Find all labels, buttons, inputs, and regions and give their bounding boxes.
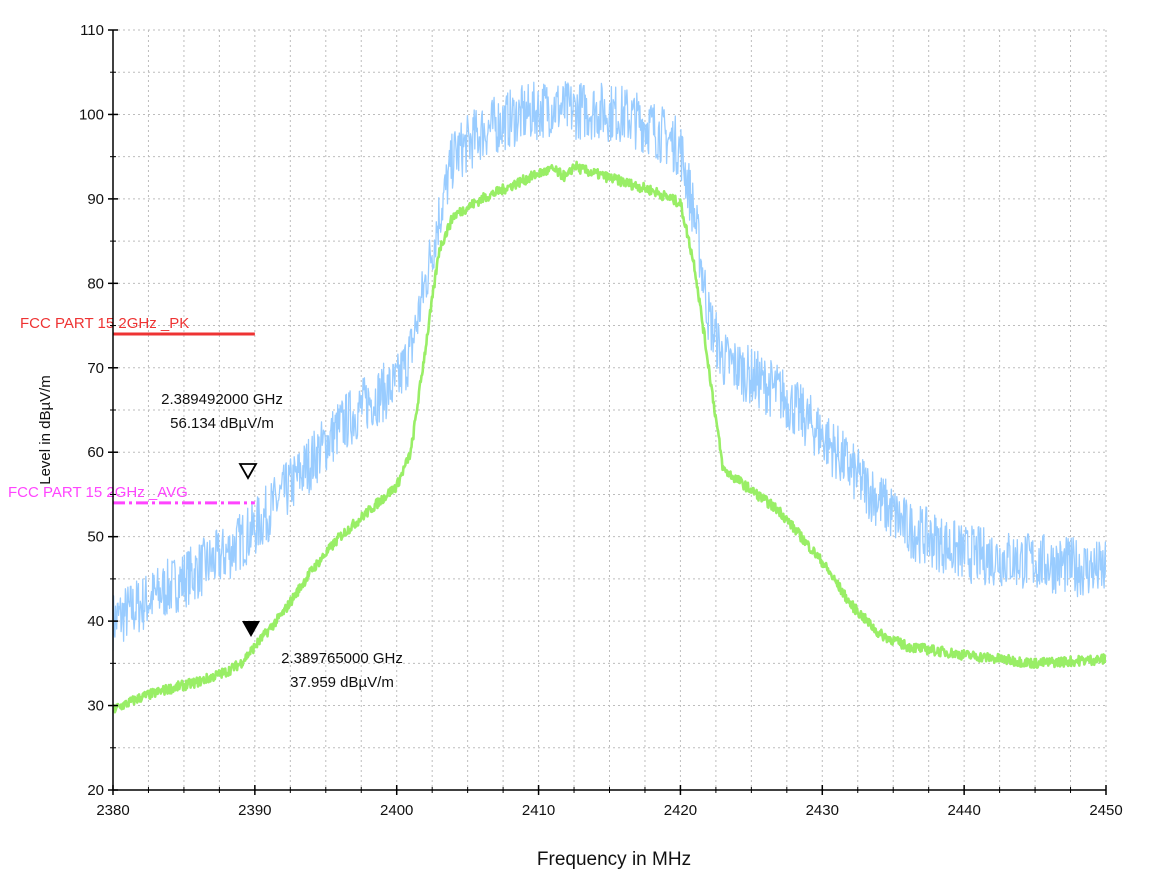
markers: 2.389492000 GHz 56.134 dBµV/m 2.389765000 … <box>161 391 403 691</box>
marker-open-triangle-icon <box>238 463 258 480</box>
data-series <box>113 81 1106 714</box>
x-tick-label: 2400 <box>380 802 413 819</box>
y-tick-label: 110 <box>80 22 104 39</box>
marker-2-frequency: 2.389765000 GHz <box>281 650 403 667</box>
x-axis-label: Frequency in MHz <box>537 849 691 870</box>
y-tick-label: 40 <box>87 613 104 630</box>
y-tick-label: 30 <box>87 698 104 715</box>
marker-filled-triangle-icon <box>242 621 260 637</box>
axes: 20 30 40 50 60 70 80 90 100 110 2380 2390 2400 2410 24… <box>79 22 1123 819</box>
y-tick-label: 70 <box>87 360 104 377</box>
x-tick-label: 2390 <box>238 802 271 819</box>
marker-1-level: 56.134 dBµV/m <box>170 415 274 432</box>
limit-lines: FCC PART 15 2GHz _PK FCC PART 15 2GHz _AV… <box>8 315 255 505</box>
marker-1-frequency: 2.389492000 GHz <box>161 391 283 408</box>
trace-average <box>113 160 1106 714</box>
x-tick-label: 2380 <box>96 802 129 819</box>
y-axis-label: Level in dBµV/m <box>37 375 54 485</box>
x-tick-label: 2420 <box>664 802 697 819</box>
trace-peak <box>113 81 1106 651</box>
limit-label-avg: FCC PART 15 2GHz _AVG <box>8 484 188 501</box>
y-tick-label: 50 <box>87 529 104 546</box>
y-tick-label: 20 <box>87 782 104 799</box>
y-tick-label: 100 <box>79 106 104 123</box>
limit-label-pk: FCC PART 15 2GHz _PK <box>20 315 189 332</box>
y-tick-label: 80 <box>87 275 104 292</box>
marker-2-level: 37.959 dBµV/m <box>290 674 394 691</box>
y-tick-label: 60 <box>87 444 104 461</box>
x-tick-label: 2440 <box>947 802 980 819</box>
x-tick-label: 2410 <box>522 802 555 819</box>
x-tick-label: 2450 <box>1089 802 1122 819</box>
x-tick-label: 2430 <box>806 802 839 819</box>
y-tick-label: 90 <box>87 191 104 208</box>
